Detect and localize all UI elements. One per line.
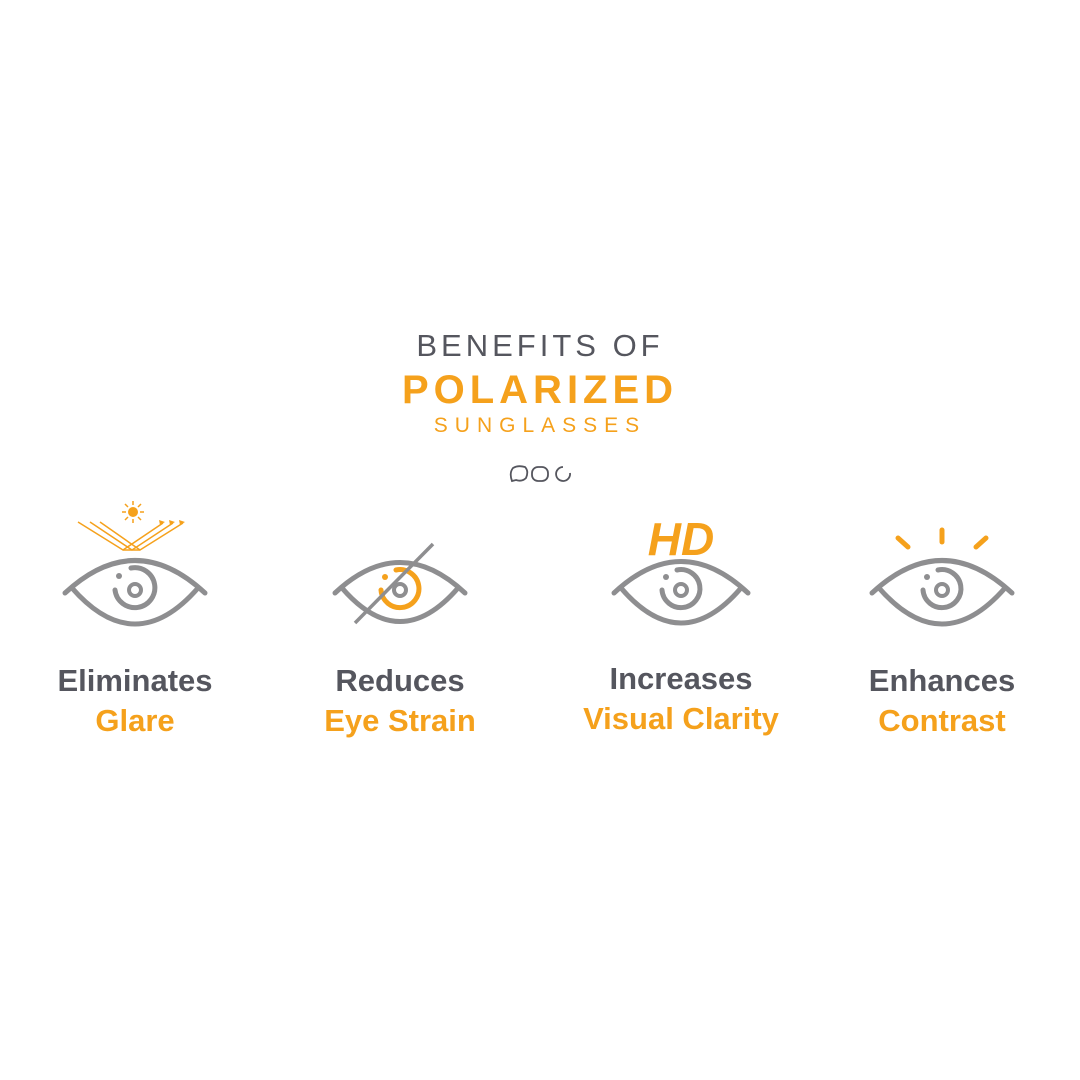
eye-strain-icon [332,542,468,625]
benefit-object: Visual Clarity [583,701,779,736]
eye-hd-icon: HD [611,513,751,626]
benefit-object: Eye Strain [324,703,476,738]
benefit-verb: Increases [609,661,753,696]
benefit-glare: Eliminates Glare [5,495,265,741]
title-line-3: SUNGLASSES [433,414,647,437]
eye-glare-icon [62,501,208,627]
brand-logo-icon [509,465,571,483]
benefit-eye-strain: Reduces Eye Strain [270,495,530,741]
title-line-2: POLARIZED [401,368,679,412]
hd-badge: HD [648,513,714,565]
benefit-object: Contrast [878,703,1006,738]
benefit-verb: Reduces [335,663,465,698]
benefit-verb: Enhances [868,663,1016,698]
benefit-object: Glare [95,703,175,738]
benefit-verb: Eliminates [57,663,213,698]
title-line-1: BENEFITS OF [416,328,664,363]
benefit-visual-clarity: HD Increases Visual Clarity [551,495,811,739]
benefit-contrast: Enhances Contrast [812,495,1072,741]
eye-contrast-icon [869,527,1015,627]
